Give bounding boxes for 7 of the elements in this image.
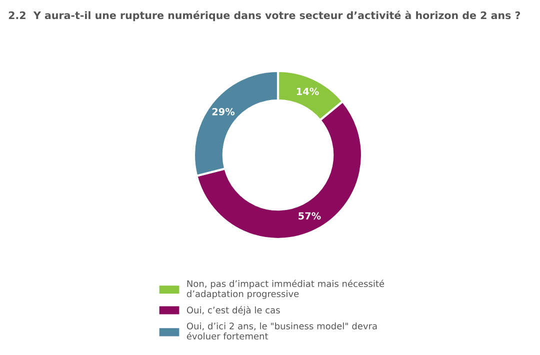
legend-label: Oui, d’ici 2 ans, le "business model" devra évoluer fortement	[186, 322, 377, 340]
chart-title: 2.2 Y aura-t-il une rupture numérique dans votre secteur d’activité à horizon de 2 ans ?	[8, 10, 520, 22]
legend-label: Non, pas d’impact immédiat mais nécessité d’adaptation progressive	[186, 280, 384, 299]
legend-label: Oui, c’est déjà le cas	[186, 306, 280, 316]
data-label: 29%	[212, 108, 235, 116]
data-label: 14%	[296, 88, 319, 96]
data-label: 57%	[298, 212, 321, 220]
